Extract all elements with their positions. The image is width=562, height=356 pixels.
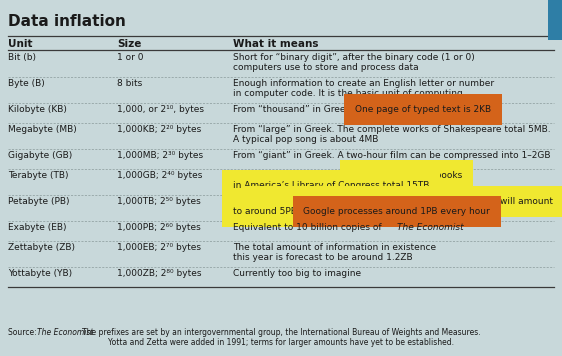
- Text: in computer code. It is the basic unit of computing: in computer code. It is the basic unit o…: [233, 89, 463, 98]
- Text: From “monster” in Greek.: From “monster” in Greek.: [233, 171, 352, 180]
- Text: The Economist: The Economist: [37, 328, 93, 337]
- Text: From “giant” in Greek. A two-hour film can be compressed into 1–2GB: From “giant” in Greek. A two-hour film c…: [233, 151, 551, 160]
- Text: Unit: Unit: [8, 39, 33, 49]
- Text: From “large” in Greek. The complete works of Shakespeare total 5MB.: From “large” in Greek. The complete work…: [233, 125, 551, 134]
- Text: Source:: Source:: [8, 328, 39, 337]
- Bar: [548, 0, 562, 40]
- Text: Data inflation: Data inflation: [8, 14, 126, 29]
- Text: Enough information to create an English letter or number: Enough information to create an English …: [233, 79, 494, 88]
- Text: 1,000MB; 2³⁰ bytes: 1,000MB; 2³⁰ bytes: [117, 151, 203, 160]
- Text: 8 bits: 8 bits: [117, 79, 142, 88]
- Text: One page of typed text is 2KB: One page of typed text is 2KB: [355, 105, 491, 114]
- Text: Bit (b): Bit (b): [8, 53, 36, 62]
- Text: Petabyte (PB): Petabyte (PB): [8, 197, 70, 206]
- Text: 1,000ZB; 2⁸⁰ bytes: 1,000ZB; 2⁸⁰ bytes: [117, 269, 202, 278]
- Text: What it means: What it means: [233, 39, 319, 49]
- Text: Terabyte (TB): Terabyte (TB): [8, 171, 69, 180]
- Text: in America’s Library of Congress total 15TB: in America’s Library of Congress total 1…: [233, 181, 429, 190]
- Text: Byte (B): Byte (B): [8, 79, 45, 88]
- Text: computers use to store and process data: computers use to store and process data: [233, 63, 419, 72]
- Text: All: All: [233, 197, 247, 206]
- Text: to around 5PB.: to around 5PB.: [233, 207, 300, 216]
- Text: A typical pop song is about 4MB: A typical pop song is about 4MB: [233, 135, 378, 144]
- Text: letters delivered by America’s postal service this year will amount: letters delivered by America’s postal se…: [252, 197, 553, 206]
- Text: All the catalogued books: All the catalogued books: [350, 171, 463, 180]
- Text: 1,000, or 2¹⁰, bytes: 1,000, or 2¹⁰, bytes: [117, 105, 204, 114]
- Text: The prefixes are set by an intergovernmental group, the International Bureau of : The prefixes are set by an intergovernme…: [81, 328, 481, 347]
- Text: 1,000PB; 2⁶⁰ bytes: 1,000PB; 2⁶⁰ bytes: [117, 223, 201, 232]
- Text: Gigabyte (GB): Gigabyte (GB): [8, 151, 72, 160]
- Text: Exabyte (EB): Exabyte (EB): [8, 223, 66, 232]
- Text: 1 or 0: 1 or 0: [117, 53, 143, 62]
- Text: Size: Size: [117, 39, 142, 49]
- Text: this year is forecast to be around 1.2ZB: this year is forecast to be around 1.2ZB: [233, 253, 413, 262]
- Text: Currently too big to imagine: Currently too big to imagine: [233, 269, 361, 278]
- Text: Kilobyte (KB): Kilobyte (KB): [8, 105, 67, 114]
- Text: Short for “binary digit”, after the binary code (1 or 0): Short for “binary digit”, after the bina…: [233, 53, 475, 62]
- Text: Zettabyte (ZB): Zettabyte (ZB): [8, 243, 75, 252]
- Text: The Economist: The Economist: [397, 223, 464, 232]
- Text: Google processes around 1PB every hour: Google processes around 1PB every hour: [303, 207, 490, 216]
- Text: Megabyte (MB): Megabyte (MB): [8, 125, 77, 134]
- Text: Equivalent to 10 billion copies of: Equivalent to 10 billion copies of: [233, 223, 384, 232]
- Text: 1,000EB; 2⁷⁰ bytes: 1,000EB; 2⁷⁰ bytes: [117, 243, 201, 252]
- Text: The total amount of information in existence: The total amount of information in exist…: [233, 243, 436, 252]
- Text: From “thousand” in Greek.: From “thousand” in Greek.: [233, 105, 356, 114]
- Text: 1,000KB; 2²⁰ bytes: 1,000KB; 2²⁰ bytes: [117, 125, 201, 134]
- Text: Yottabyte (YB): Yottabyte (YB): [8, 269, 72, 278]
- Text: 1,000GB; 2⁴⁰ bytes: 1,000GB; 2⁴⁰ bytes: [117, 171, 202, 180]
- Text: 1,000TB; 2⁵⁰ bytes: 1,000TB; 2⁵⁰ bytes: [117, 197, 201, 206]
